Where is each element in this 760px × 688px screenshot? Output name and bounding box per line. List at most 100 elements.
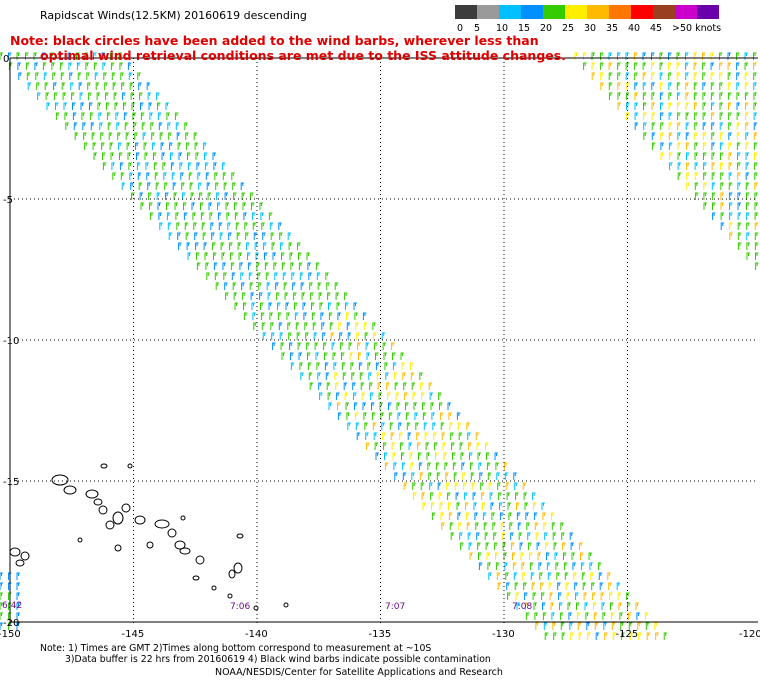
- wind-barb: [702, 92, 706, 100]
- wind-barb: [300, 372, 304, 380]
- wind-barb: [173, 192, 178, 200]
- wind-barb: [728, 112, 732, 120]
- wind-barb: [518, 532, 523, 540]
- wind-barb: [155, 182, 160, 190]
- wind-barb: [371, 402, 375, 410]
- wind-barb: [345, 402, 349, 410]
- wind-barb: [736, 112, 741, 120]
- wind-barb: [686, 162, 690, 170]
- wind-barb: [617, 82, 621, 90]
- wind-barb: [127, 152, 131, 160]
- legend-tick-label: 10: [496, 23, 509, 34]
- wind-barb: [542, 512, 546, 520]
- wind-barb: [171, 172, 176, 180]
- wind-barb: [497, 582, 502, 590]
- wind-barb: [125, 132, 130, 140]
- wind-barb: [384, 452, 388, 460]
- wind-barb: [583, 592, 588, 600]
- wind-barb: [660, 152, 664, 160]
- wind-barb: [745, 152, 749, 160]
- wind-barb: [643, 132, 647, 140]
- wind-barb: [580, 562, 585, 570]
- wind-barb: [270, 232, 275, 240]
- wind-barb: [217, 202, 221, 210]
- wind-barb: [409, 452, 413, 460]
- wind-barb: [482, 512, 487, 520]
- wind-barb: [527, 532, 531, 540]
- legend-tick-label: 25: [562, 23, 575, 34]
- wind-barb: [353, 302, 357, 310]
- wind-barb: [174, 202, 178, 210]
- wind-barb: [120, 172, 125, 180]
- wind-barb: [71, 92, 75, 100]
- wind-barb: [86, 72, 90, 80]
- wind-barb: [514, 482, 518, 490]
- wind-barb: [428, 382, 433, 390]
- wind-barb: [203, 242, 208, 250]
- wind-barb: [151, 132, 155, 140]
- wind-barb: [138, 182, 143, 190]
- wind-barb: [238, 252, 242, 260]
- island-outline: [15, 559, 25, 567]
- legend-swatch: [499, 5, 521, 19]
- wind-barb: [159, 222, 163, 230]
- wind-barb: [468, 442, 472, 450]
- wind-barb: [475, 432, 480, 440]
- wind-barb: [436, 472, 441, 480]
- wind-barb: [122, 92, 126, 100]
- wind-barb: [276, 292, 280, 300]
- wind-barb: [200, 202, 204, 210]
- wind-barb: [352, 382, 356, 390]
- wind-barb: [479, 472, 483, 480]
- wind-barb: [534, 612, 538, 620]
- wind-barb: [487, 562, 491, 570]
- wind-barb: [434, 442, 438, 450]
- wind-barb: [702, 122, 707, 130]
- wind-barb: [382, 342, 387, 350]
- wind-barb: [411, 472, 415, 480]
- wind-barb: [720, 172, 724, 180]
- wind-barb: [744, 82, 749, 90]
- wind-barb: [720, 192, 724, 200]
- wind-barb: [457, 422, 462, 430]
- wind-barb: [424, 432, 429, 440]
- wind-barb: [234, 302, 238, 310]
- wind-barb: [308, 272, 312, 280]
- wind-barb: [545, 542, 549, 550]
- wind-barb: [494, 452, 498, 460]
- wind-barb: [92, 142, 97, 150]
- wind-barb: [543, 622, 548, 630]
- wind-barb: [248, 272, 253, 280]
- wind-barb: [409, 362, 414, 370]
- island-outline: [77, 537, 83, 543]
- legend-tick-label: 5: [474, 23, 481, 34]
- wind-barb: [228, 232, 232, 240]
- wind-barb: [239, 262, 243, 270]
- wind-barb: [754, 202, 758, 210]
- wind-barb: [117, 132, 121, 140]
- wind-barb: [746, 222, 750, 230]
- lon-label: -145: [122, 629, 145, 640]
- wind-barb: [439, 502, 443, 510]
- island-outline: [236, 533, 244, 539]
- wind-barb: [476, 442, 481, 450]
- wind-barb: [404, 392, 408, 400]
- wind-barb: [196, 262, 201, 270]
- wind-barb: [702, 52, 706, 60]
- wind-barb: [702, 112, 707, 120]
- wind-barb: [659, 72, 664, 80]
- wind-barb: [106, 102, 110, 110]
- wind-barb: [476, 532, 480, 540]
- wind-barb: [319, 302, 323, 310]
- wind-barb: [145, 162, 149, 170]
- wind-barb: [222, 172, 227, 180]
- wind-barb: [262, 232, 266, 240]
- wind-barb: [217, 212, 222, 220]
- wind-barb: [560, 522, 564, 530]
- wind-barb: [176, 222, 180, 230]
- wind-barb: [448, 502, 452, 510]
- wind-barb: [259, 202, 263, 210]
- wind-barb: [532, 492, 536, 500]
- wind-barb: [379, 402, 383, 410]
- wind-barb: [544, 532, 548, 540]
